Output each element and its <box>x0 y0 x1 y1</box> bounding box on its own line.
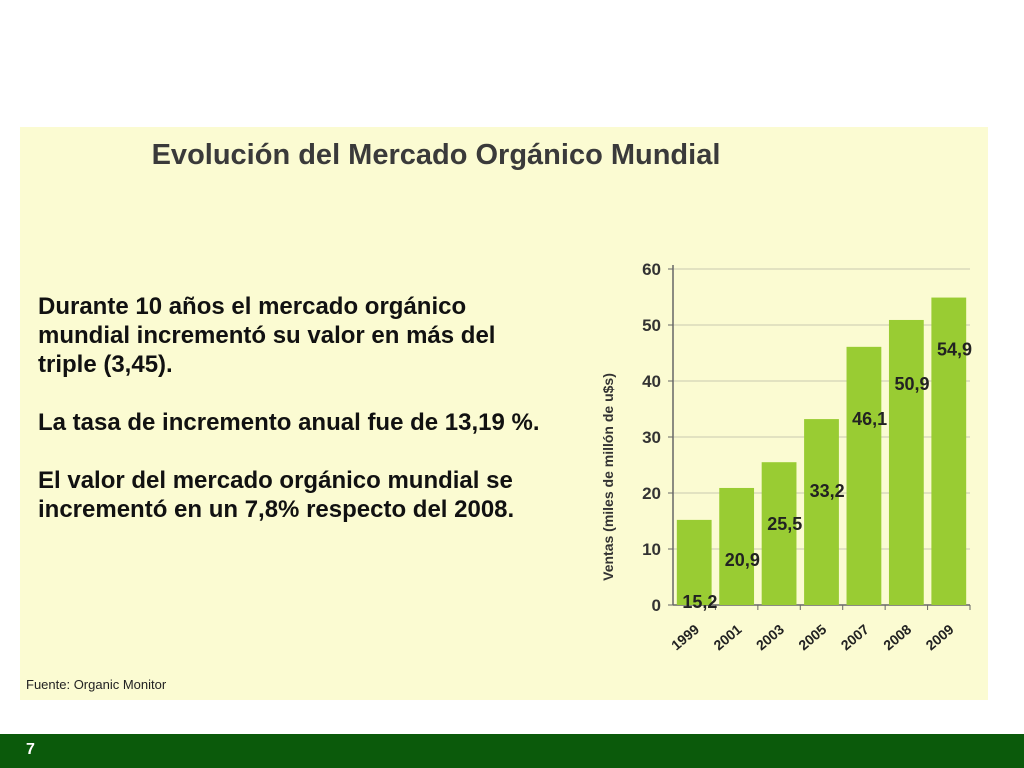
y-tick-label: 30 <box>642 428 661 447</box>
x-tick-label: 1999 <box>668 621 702 653</box>
x-tick-label: 2007 <box>838 621 872 653</box>
slide-panel: Evolución del Mercado Orgánico Mundial D… <box>20 127 988 700</box>
paragraph-growth: Durante 10 años el mercado orgánico mund… <box>38 293 496 378</box>
x-tick-label: 2001 <box>710 621 744 653</box>
bar-2008 <box>888 319 924 605</box>
page-number: 7 <box>26 741 35 758</box>
source-note: Fuente: Organic Monitor <box>26 677 167 692</box>
data-label: 25,5 <box>767 514 802 534</box>
data-label: 33,2 <box>810 481 845 501</box>
data-label: 15,2 <box>682 592 717 612</box>
x-tick-label: 2005 <box>795 621 829 653</box>
y-tick-label: 10 <box>642 540 661 559</box>
slide-body: Durante 10 años el mercado orgánico mund… <box>38 292 558 553</box>
x-tick-label: 2003 <box>753 621 787 653</box>
y-tick-label: 50 <box>642 316 661 335</box>
bar-2001 <box>719 487 755 605</box>
bar-2003 <box>761 462 797 605</box>
market-bar-chart: 0 10 20 30 40 50 60 Ventas (miles de millón de … <box>600 260 972 653</box>
y-tick-label: 40 <box>642 372 661 391</box>
data-label: 46,1 <box>852 409 887 429</box>
y-tick-label: 20 <box>642 484 661 503</box>
bar-2005 <box>804 419 839 605</box>
y-axis-label: Ventas (miles de millón de u$s) <box>600 373 616 581</box>
paragraph-rate: La tasa de incremento anual fue de 13,19… <box>38 409 540 436</box>
bar-1999 <box>676 519 712 605</box>
footer-bar: 7 <box>0 734 1024 768</box>
data-label: 20,9 <box>725 550 760 570</box>
data-label: 50,9 <box>895 374 930 394</box>
y-tick-label: 0 <box>652 596 661 615</box>
paragraph-increase: El valor del mercado orgánico mundial se… <box>38 467 515 523</box>
bar-2009 <box>931 297 967 605</box>
x-tick-label: 2009 <box>923 621 957 653</box>
data-label: 54,9 <box>937 340 972 360</box>
slide-title: Evolución del Mercado Orgánico Mundial <box>151 139 721 171</box>
x-tick-label: 2008 <box>880 621 914 653</box>
bar-2007 <box>846 346 882 605</box>
y-tick-label: 60 <box>642 260 661 279</box>
